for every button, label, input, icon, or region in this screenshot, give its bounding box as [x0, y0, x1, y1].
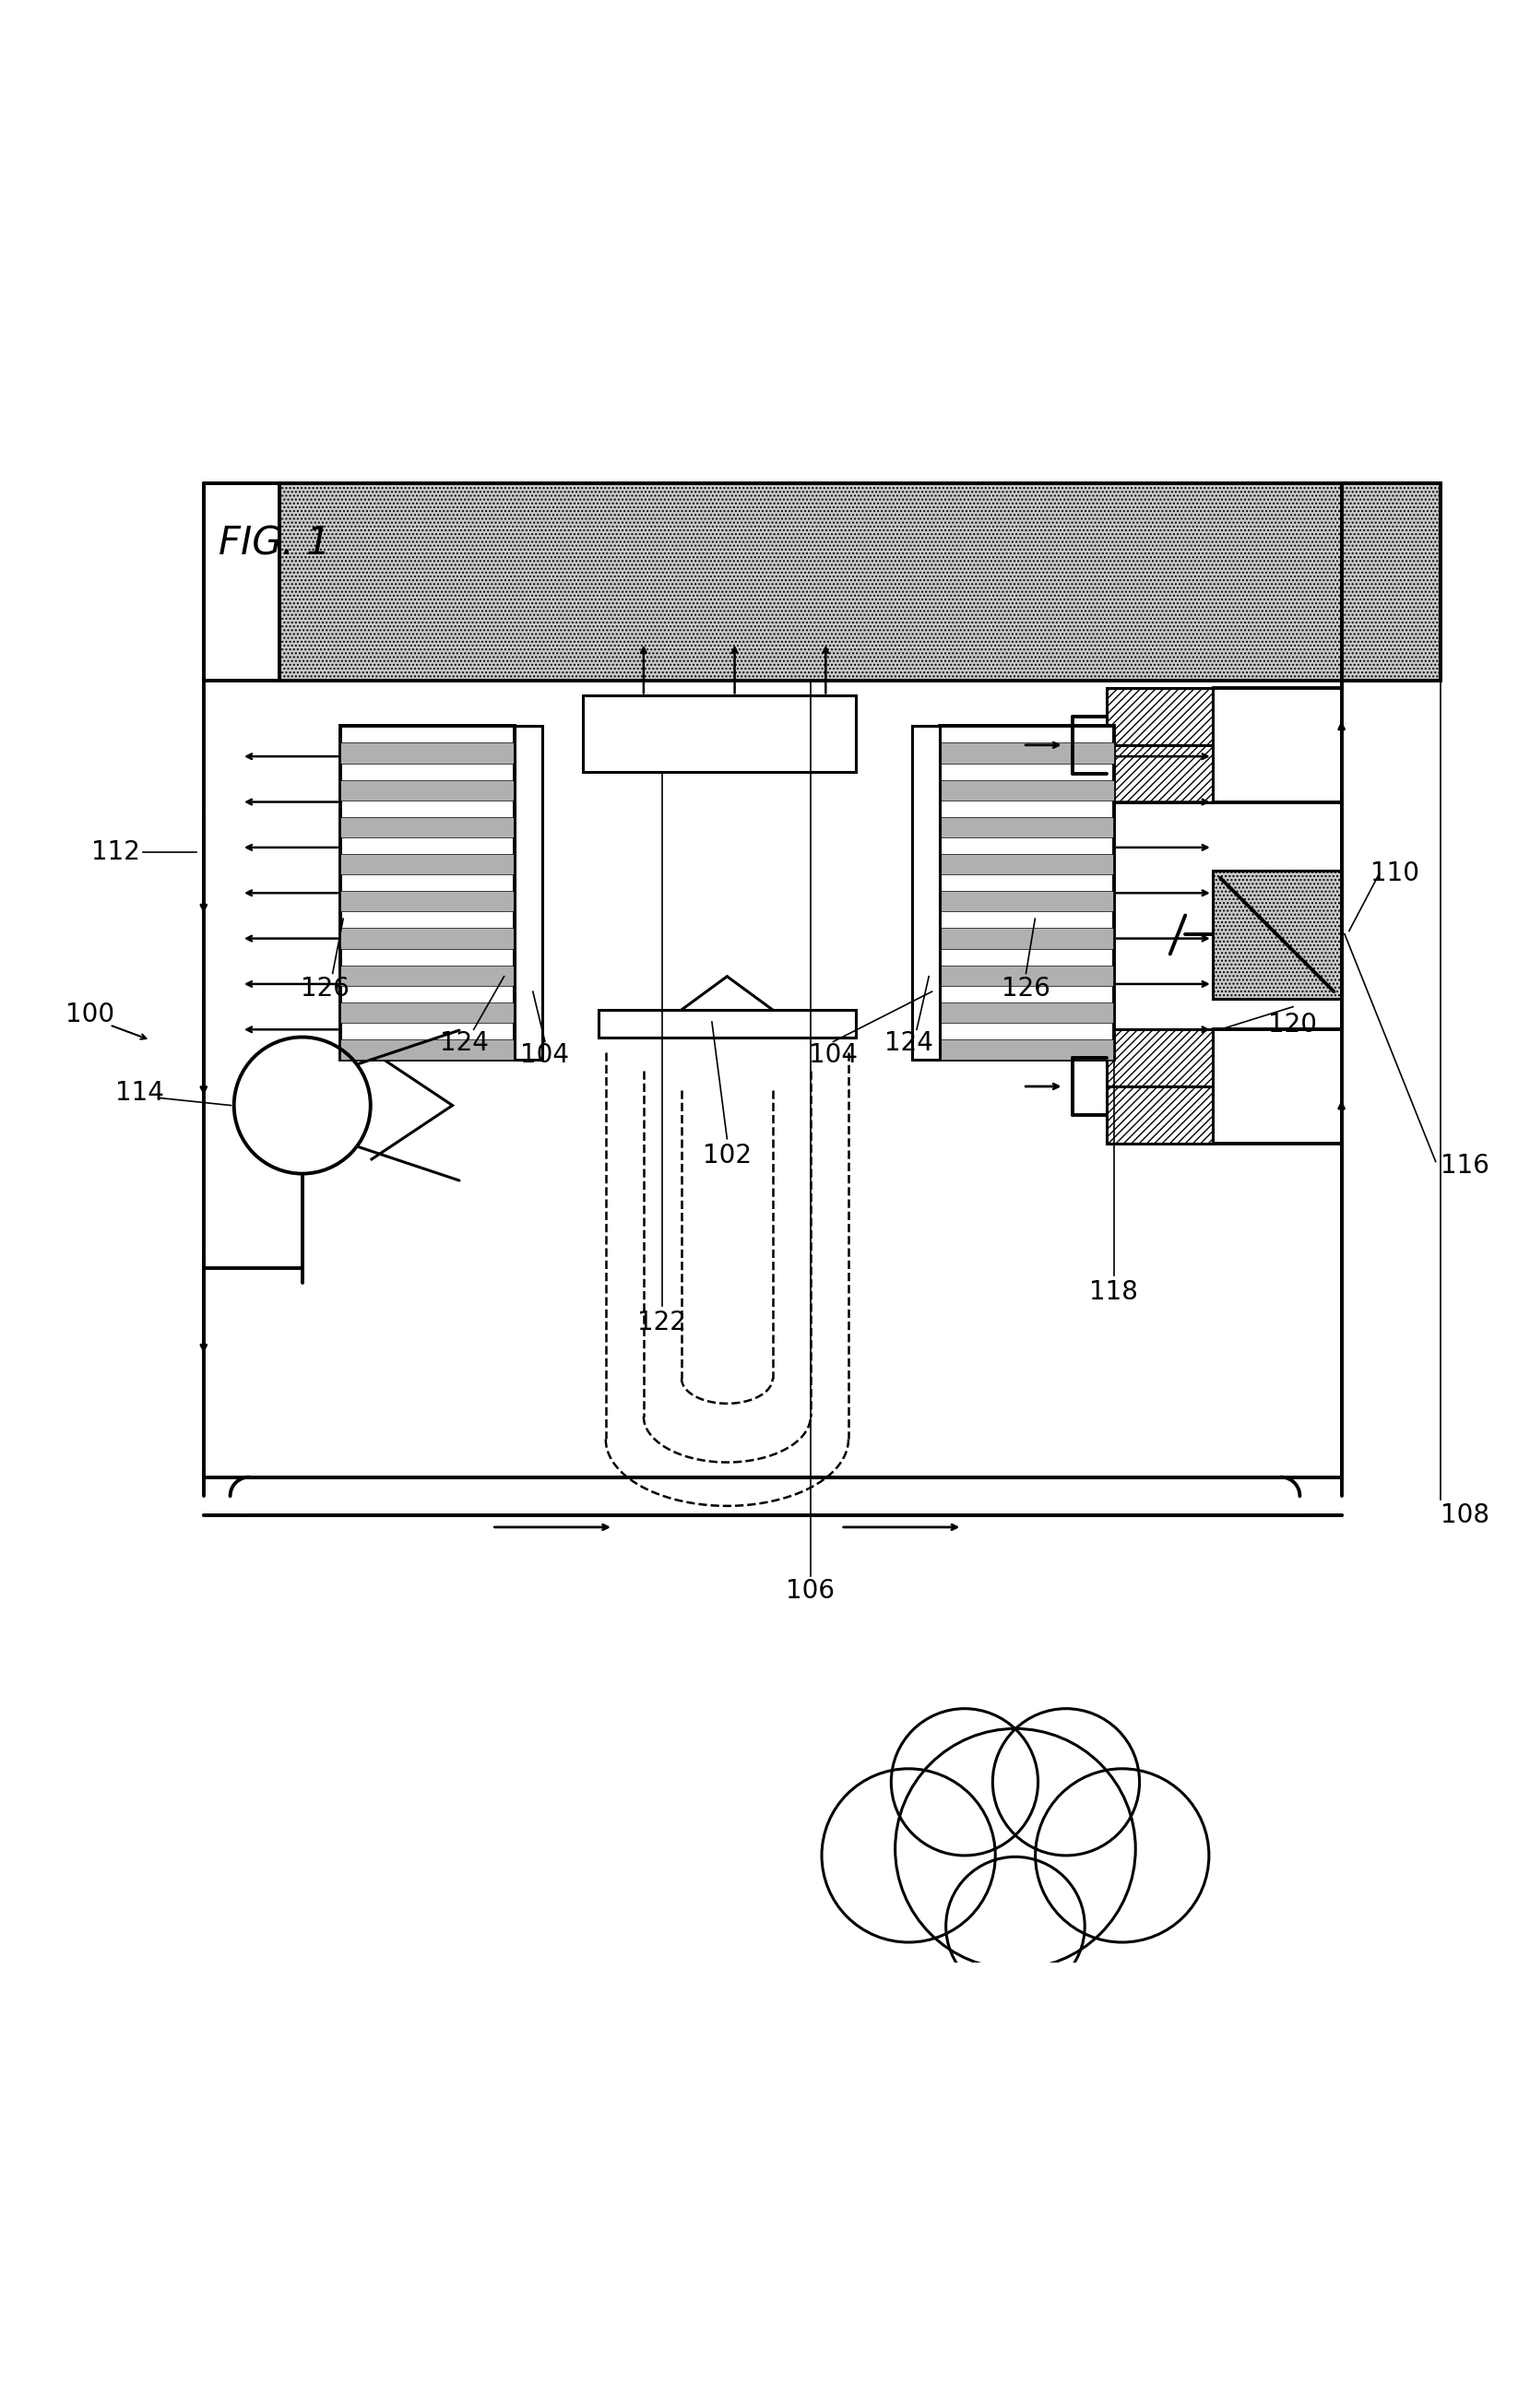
Bar: [939, 780, 1114, 799]
Bar: [583, 696, 855, 771]
Circle shape: [1036, 1770, 1209, 1943]
Text: 118: 118: [1089, 1279, 1138, 1305]
Text: FIG. 1: FIG. 1: [219, 525, 330, 563]
Bar: [939, 855, 1114, 874]
Text: 104: 104: [520, 1043, 569, 1069]
Bar: [939, 742, 1114, 763]
Bar: [598, 1009, 855, 1038]
Bar: [1213, 869, 1342, 999]
Bar: [340, 742, 514, 763]
Bar: [939, 1002, 1114, 1023]
Bar: [514, 727, 542, 1060]
Bar: [1106, 744, 1213, 802]
Circle shape: [822, 1770, 996, 1943]
Text: 102: 102: [702, 1141, 751, 1168]
Bar: [340, 727, 514, 1060]
Text: 120: 120: [1268, 1011, 1317, 1038]
Text: 110: 110: [1371, 860, 1418, 886]
Circle shape: [946, 1857, 1085, 1996]
Bar: [340, 1040, 514, 1060]
Bar: [939, 966, 1114, 985]
Bar: [939, 816, 1114, 838]
Text: 114: 114: [116, 1081, 164, 1105]
Circle shape: [993, 1710, 1140, 1857]
Bar: [340, 966, 514, 985]
Bar: [939, 727, 1114, 1060]
Text: 130: 130: [1051, 1852, 1100, 1876]
Bar: [280, 484, 1342, 681]
Text: 124: 124: [884, 1031, 933, 1057]
Bar: [340, 855, 514, 874]
Bar: [340, 891, 514, 913]
Text: ENVIRONMENT: ENVIRONMENT: [944, 1825, 1086, 1842]
Text: 126: 126: [1002, 975, 1050, 1002]
Bar: [340, 816, 514, 838]
Bar: [939, 891, 1114, 913]
Text: 100: 100: [66, 1002, 115, 1028]
Bar: [340, 780, 514, 799]
Bar: [939, 1040, 1114, 1060]
Circle shape: [895, 1729, 1135, 1970]
Text: 104: 104: [809, 1043, 858, 1069]
Text: 112: 112: [92, 838, 141, 864]
Text: 122: 122: [638, 1310, 687, 1336]
Bar: [1106, 1031, 1213, 1086]
Text: 124: 124: [441, 1031, 490, 1057]
Bar: [1106, 1086, 1213, 1144]
Bar: [1106, 689, 1213, 744]
Circle shape: [890, 1710, 1037, 1857]
Text: 108: 108: [1440, 1503, 1489, 1529]
Bar: [340, 1002, 514, 1023]
Text: 116: 116: [1440, 1153, 1489, 1180]
Bar: [939, 927, 1114, 949]
Bar: [1342, 484, 1440, 681]
Text: 126: 126: [300, 975, 349, 1002]
Bar: [340, 927, 514, 949]
Text: 106: 106: [786, 1577, 835, 1604]
Bar: [912, 727, 939, 1060]
